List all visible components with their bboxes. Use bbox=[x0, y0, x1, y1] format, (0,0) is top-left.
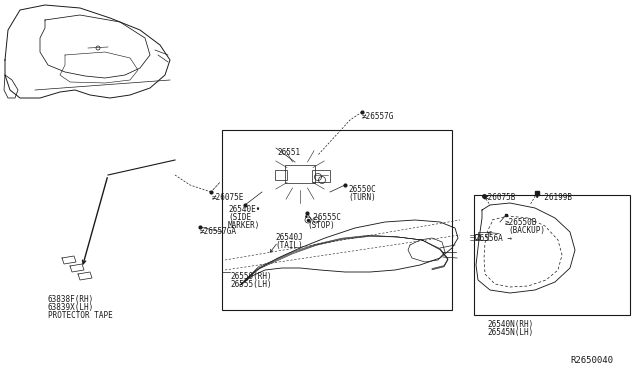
Text: 26556A →: 26556A → bbox=[475, 234, 512, 243]
Text: 26551: 26551 bbox=[277, 148, 300, 157]
Text: 26550(RH): 26550(RH) bbox=[230, 272, 271, 281]
Text: 26540N(RH): 26540N(RH) bbox=[487, 320, 533, 329]
Text: (BACKUP): (BACKUP) bbox=[508, 226, 545, 235]
Bar bbox=[275, 170, 287, 180]
Text: 63838F(RH): 63838F(RH) bbox=[48, 295, 94, 304]
Text: • 26199B: • 26199B bbox=[535, 193, 572, 202]
Text: • 26555C: • 26555C bbox=[304, 213, 341, 222]
Text: ≥26550B: ≥26550B bbox=[505, 218, 538, 227]
Text: 26540E•: 26540E• bbox=[228, 205, 260, 214]
Text: (STOP): (STOP) bbox=[307, 221, 335, 230]
Text: 26555(LH): 26555(LH) bbox=[230, 280, 271, 289]
Text: ≠26075B: ≠26075B bbox=[484, 193, 516, 202]
Bar bbox=[478, 232, 488, 240]
Text: ≠26075E: ≠26075E bbox=[212, 193, 244, 202]
Bar bbox=[474, 195, 630, 315]
Bar bbox=[312, 170, 330, 182]
Text: 63839X(LH): 63839X(LH) bbox=[48, 303, 94, 312]
Text: MARKER): MARKER) bbox=[228, 221, 260, 230]
Text: (SIDE: (SIDE bbox=[228, 213, 251, 222]
Bar bbox=[222, 130, 452, 310]
Text: PROTECTOR TAPE: PROTECTOR TAPE bbox=[48, 311, 113, 320]
Text: 26540J: 26540J bbox=[275, 233, 303, 242]
Text: (TURN): (TURN) bbox=[348, 193, 376, 202]
Text: (TAIL): (TAIL) bbox=[275, 241, 303, 250]
Text: ≠26557GA: ≠26557GA bbox=[200, 227, 237, 236]
Text: 26545N(LH): 26545N(LH) bbox=[487, 328, 533, 337]
Text: ≠26557G: ≠26557G bbox=[362, 112, 394, 121]
Bar bbox=[475, 234, 480, 239]
Bar bbox=[285, 165, 315, 183]
Text: 26550C: 26550C bbox=[348, 185, 376, 194]
Text: R2650040: R2650040 bbox=[570, 356, 613, 365]
